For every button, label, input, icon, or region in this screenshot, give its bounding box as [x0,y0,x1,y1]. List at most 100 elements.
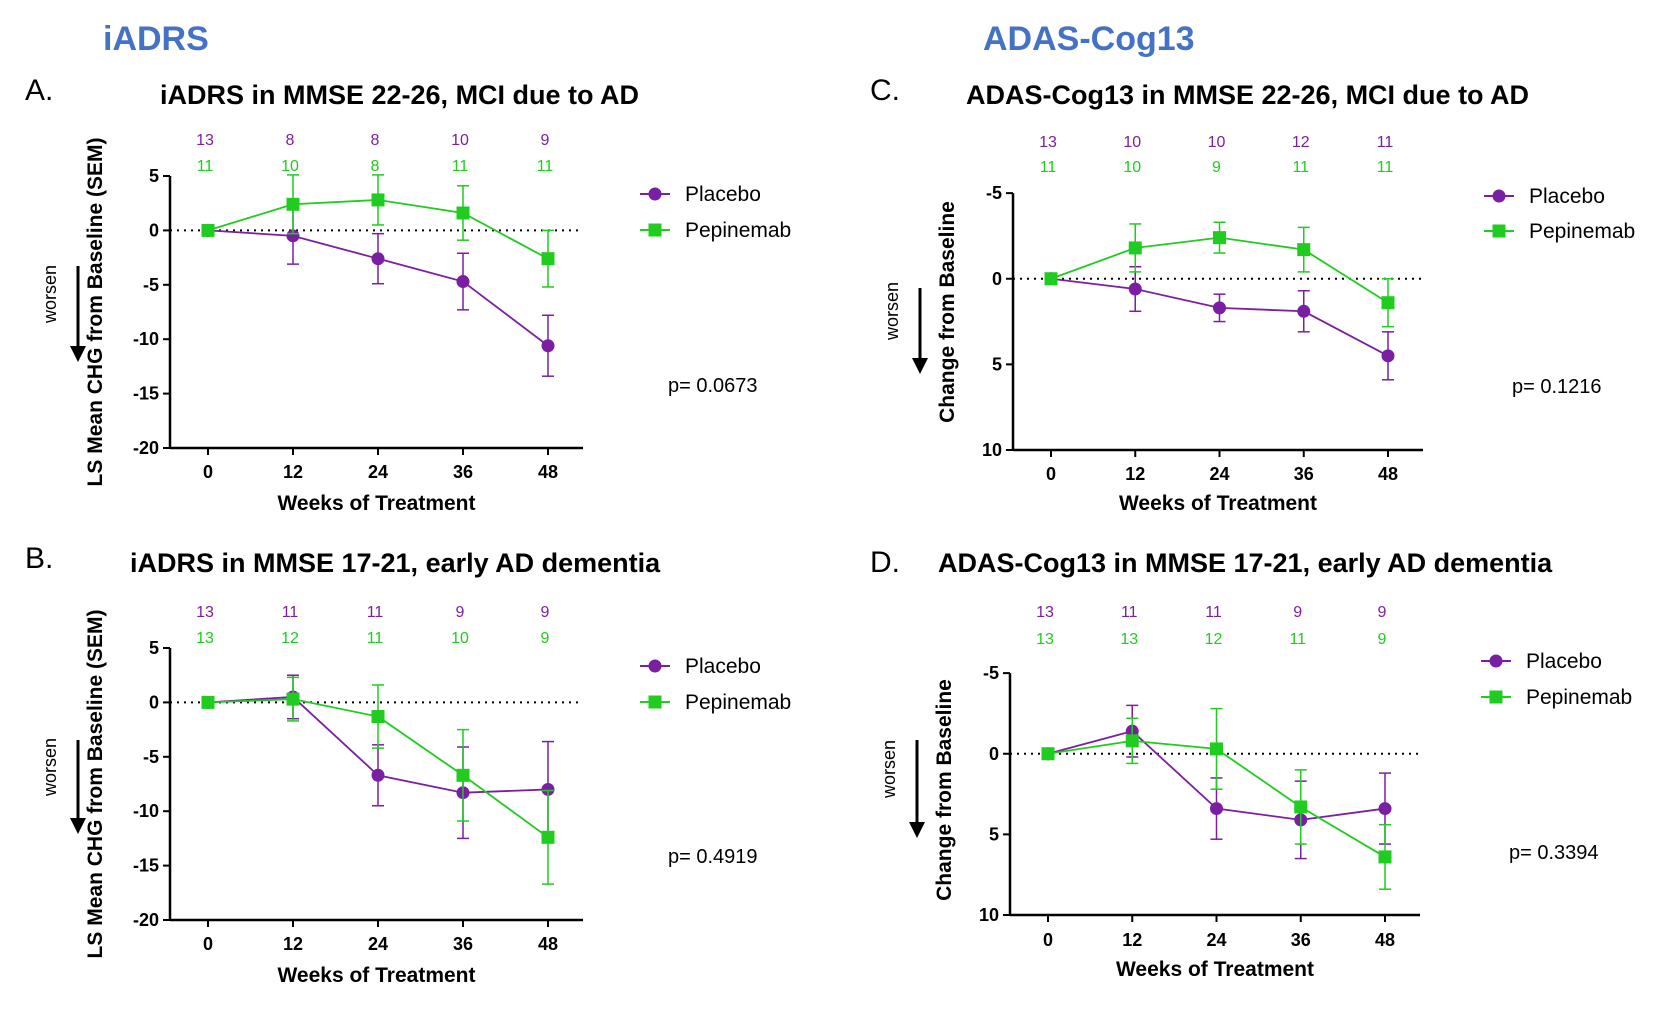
x-tick-label: 0 [203,934,213,954]
y-tick-label: -20 [133,438,159,458]
worsen-arrow-head [909,822,925,838]
x-tick-label: 24 [1209,464,1229,484]
series-pepinemab [1044,221,1395,328]
count-pepinemab: 13 [1120,631,1138,648]
data-point-pepinemab [1041,747,1055,761]
y-tick-label: 10 [979,905,999,925]
count-pepinemab: 11 [1377,159,1394,176]
x-tick-label: 12 [283,934,303,954]
data-point-placebo [1381,349,1395,363]
x-tick-label: 12 [283,462,303,482]
worsen-label: worsen [40,265,60,324]
panel-d: D. ADAS-Cog13 in MMSE 17-21, early AD dem… [870,546,1632,981]
y-tick-label: -10 [133,329,159,349]
y-tick-label: -20 [133,910,159,930]
data-point-pepinemab [371,193,385,207]
x-tick-label: 36 [453,934,473,954]
data-point-placebo [541,782,555,796]
count-placebo: 13 [1036,604,1054,621]
panel-b: B. iADRS in MMSE 17-21, early AD dementia… [25,542,791,987]
data-point-pepinemab [1125,734,1139,748]
x-tick-label: 24 [368,934,388,954]
data-point-pepinemab [1294,800,1308,814]
series-pepinemab [1041,707,1392,890]
count-pepinemab: 13 [1036,631,1054,648]
y-tick-label: 5 [989,824,999,844]
data-point-pepinemab [286,692,300,706]
data-point-placebo [1128,282,1142,296]
y-axis-label: Change from Baseline [933,679,956,901]
worsen-arrow-head [70,818,86,834]
count-pepinemab: 12 [1205,631,1223,648]
legend-marker-pepinemab [1492,224,1506,238]
count-placebo: 8 [371,132,380,149]
panel-title: ADAS-Cog13 in MMSE 17-21, early AD demen… [938,548,1553,578]
y-tick-label: -15 [133,856,159,876]
count-pepinemab: 11 [1292,159,1309,176]
y-tick-label: -5 [983,663,999,683]
x-axis-label: Weeks of Treatment [277,964,475,987]
y-axis-label: LS Mean CHG from Baseline (SEM) [84,610,107,959]
x-tick-label: 48 [1378,464,1398,484]
data-point-pepinemab [371,710,385,724]
y-tick-label: 5 [149,166,159,186]
legend-marker-placebo [1492,189,1506,203]
x-tick-label: 12 [1122,930,1142,950]
x-tick-label: 0 [1046,464,1056,484]
count-pepinemab: 9 [1212,159,1221,176]
legend-marker-placebo [648,659,662,673]
y-tick-label: -15 [133,384,159,404]
count-pepinemab: 11 [452,158,469,175]
data-point-pepinemab [1128,241,1142,255]
count-placebo: 10 [451,132,469,149]
count-pepinemab: 10 [1123,159,1141,176]
legend-marker-pepinemab [648,695,662,709]
p-value: p= 0.4919 [668,846,758,868]
x-tick-label: 12 [1125,464,1145,484]
x-tick-label: 0 [1043,930,1053,950]
worsen-label: worsen [879,740,899,799]
count-placebo: 11 [1205,604,1222,621]
p-value: p= 0.0673 [668,375,758,397]
count-pepinemab: 9 [541,630,550,647]
y-tick-label: 0 [149,220,159,240]
x-tick-label: 24 [368,462,388,482]
series-pepinemab [201,676,555,885]
data-point-placebo [371,768,385,782]
count-placebo: 10 [1208,134,1226,151]
y-tick-label: -10 [133,801,159,821]
x-axis-label: Weeks of Treatment [277,492,475,515]
panel-a: A. iADRS in MMSE 22-26, MCI due to AD 5 0 -5… [25,74,791,515]
y-tick-label: 10 [982,440,1002,460]
x-tick-label: 36 [1291,930,1311,950]
data-point-pepinemab [1044,272,1058,286]
count-placebo: 11 [367,604,384,621]
p-value: p= 0.1216 [1512,376,1602,398]
count-pepinemab: 11 [1040,159,1057,176]
x-tick-label: 36 [1294,464,1314,484]
y-tick-label: 0 [149,692,159,712]
legend-label-placebo: Placebo [685,183,761,206]
count-placebo: 9 [1378,604,1387,621]
legend-label-placebo: Placebo [1529,185,1605,208]
legend-label-pepinemab: Pepinemab [1526,686,1632,709]
legend-marker-pepinemab [1489,690,1503,704]
worsen-label: worsen [882,282,902,341]
data-point-pepinemab [456,206,470,220]
count-pepinemab: 11 [367,630,384,647]
data-point-placebo [1378,802,1392,816]
legend-marker-placebo [648,187,662,201]
count-pepinemab: 10 [451,630,469,647]
data-point-pepinemab [1378,850,1392,864]
data-point-pepinemab [1213,231,1226,245]
count-placebo: 13 [196,132,214,149]
y-tick-label: -5 [986,183,1002,203]
series-pepinemab [201,174,555,288]
y-tick-label: 5 [149,638,159,658]
data-point-placebo [541,339,555,353]
worsen-arrow-head [912,358,928,374]
data-point-pepinemab [1381,296,1395,310]
data-point-pepinemab [1210,742,1223,756]
count-placebo: 9 [1293,604,1302,621]
count-placebo: 10 [1123,134,1141,151]
